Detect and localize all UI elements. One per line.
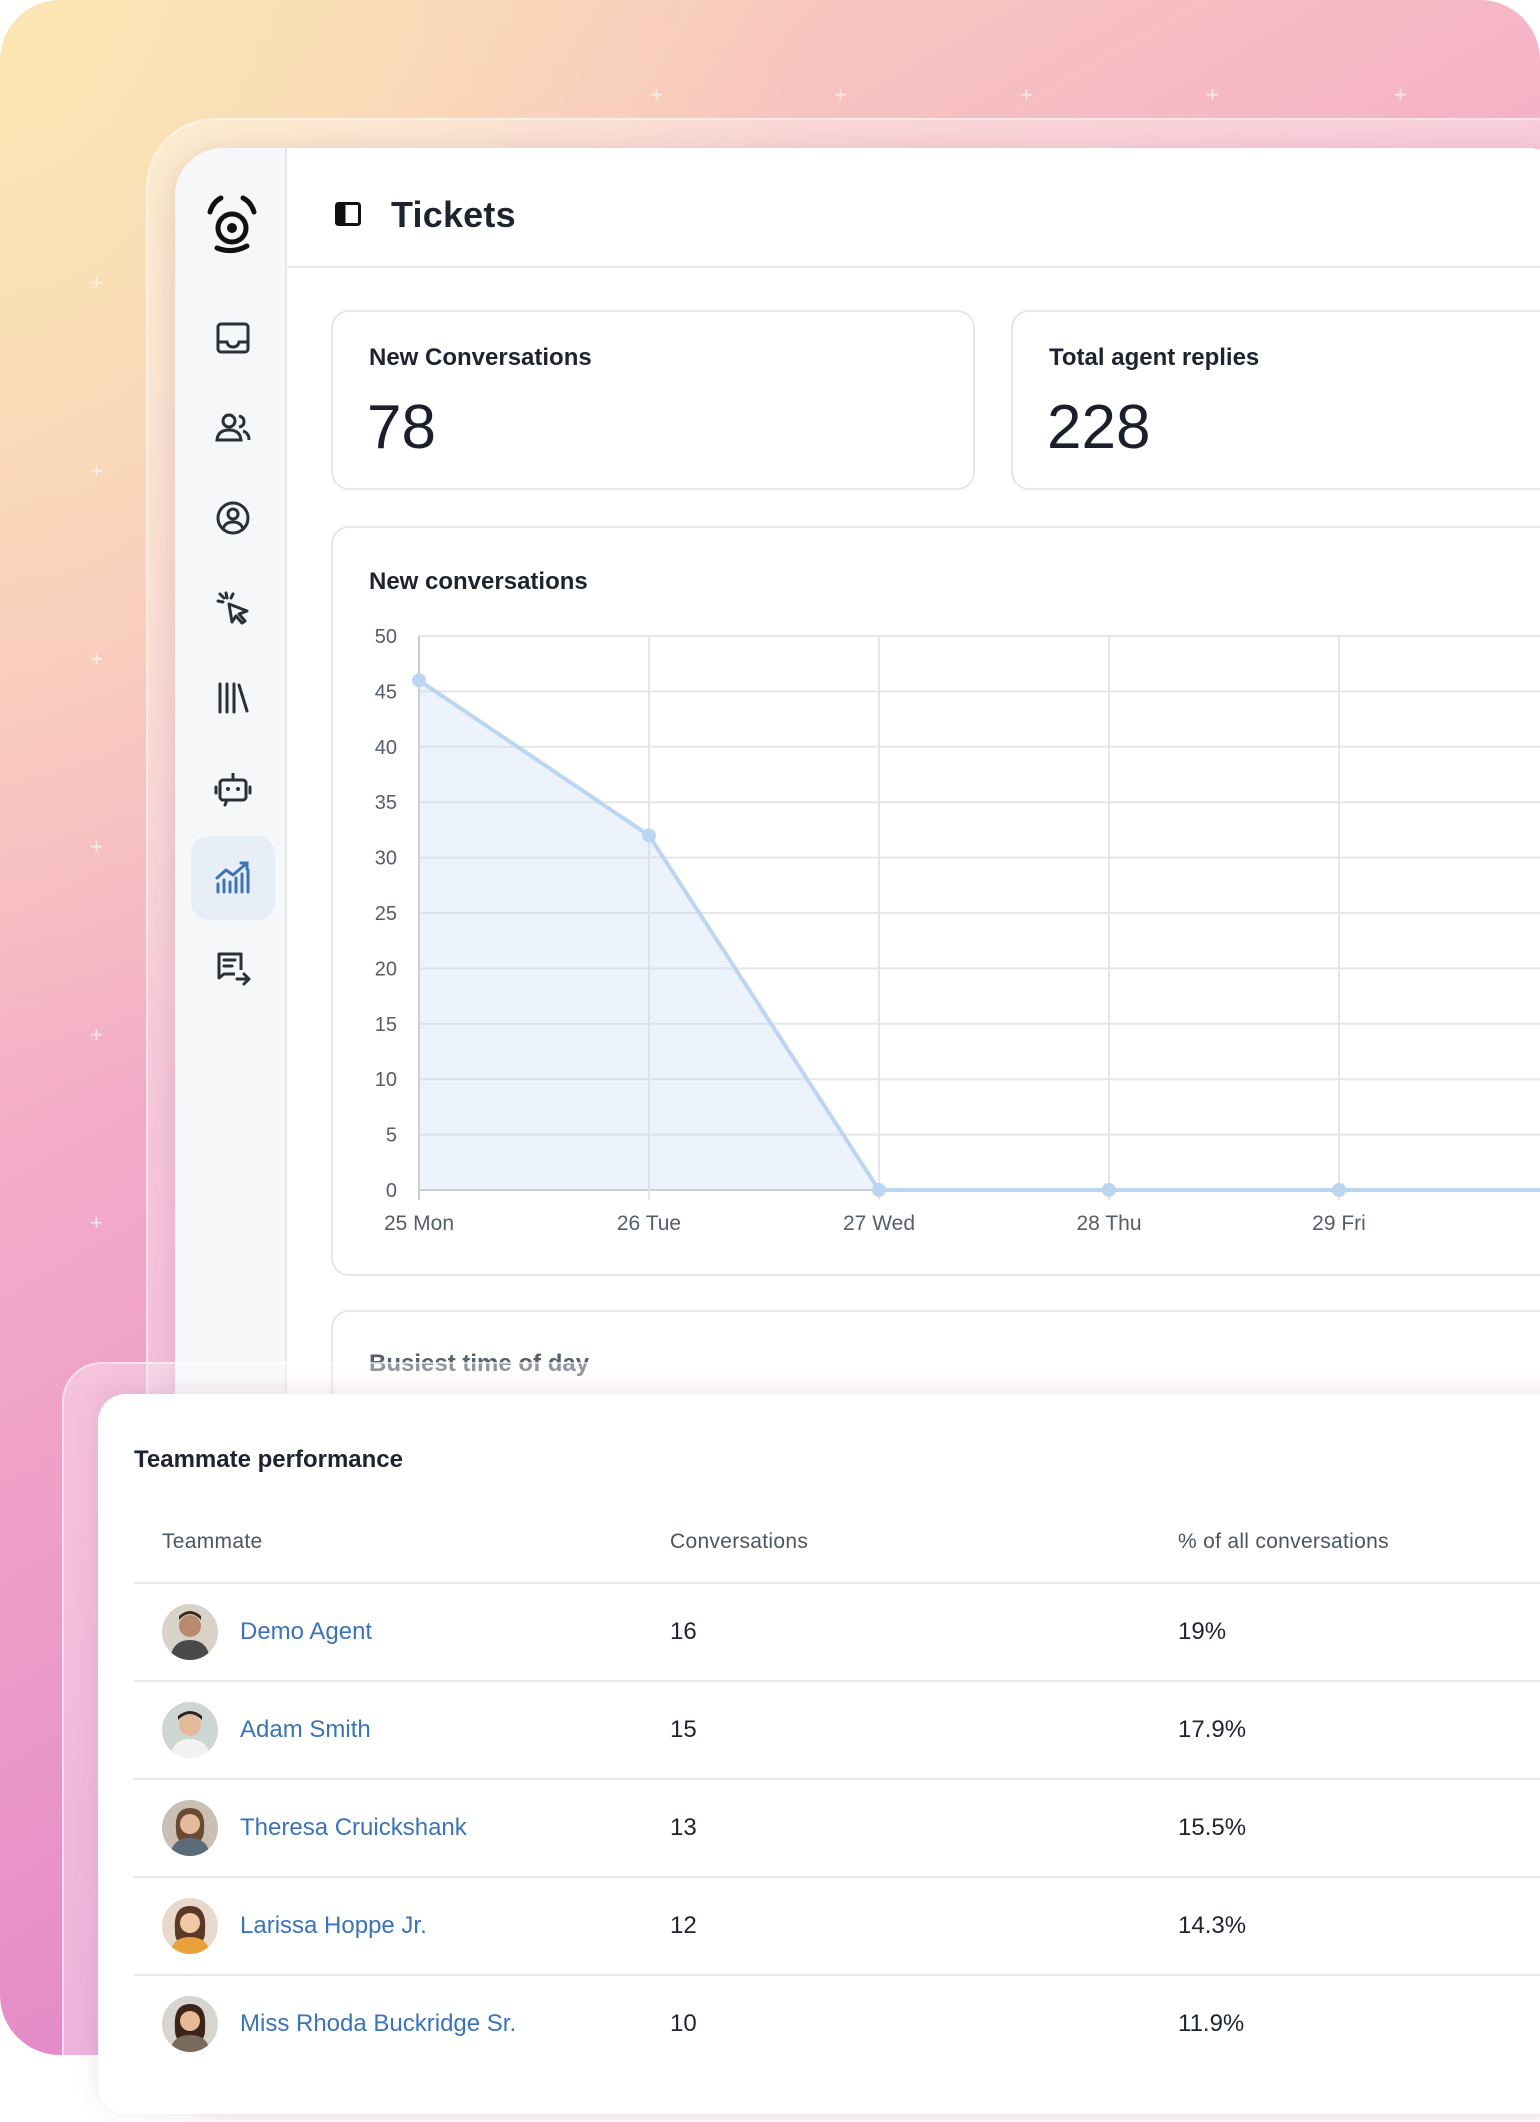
sparkle-icon: +	[90, 1210, 103, 1235]
y-tick-label: 35	[375, 792, 397, 814]
sparkle-icon: +	[1020, 82, 1033, 107]
avatar	[162, 1800, 218, 1856]
series-line	[417, 678, 1540, 1192]
conversation-count: 12	[670, 1912, 697, 1939]
metric-value: 228	[1047, 393, 1151, 462]
table-row: Larissa Hoppe Jr. 12 14.3%	[134, 1876, 1540, 1976]
y-tick-label: 0	[386, 1180, 397, 1202]
chart-card: New conversations 0 5 10 15 20 25 30 35 40 45 50 25…	[331, 526, 1540, 1276]
avatar	[162, 1604, 218, 1660]
table-row: Demo Agent 16 19%	[134, 1582, 1540, 1682]
line-chart: 0 5 10 15 20 25 30 35 40 45 50 25 Mon 26 Tue 27 Wed 28…	[375, 626, 1540, 1235]
y-tick-label: 20	[375, 958, 397, 980]
sidebar-item-analytics[interactable]	[191, 836, 275, 920]
teammate-name-link[interactable]: Larissa Hoppe Jr.	[240, 1912, 427, 1939]
x-tick-label: 25 Mon	[384, 1212, 454, 1235]
conversation-count: 13	[670, 1814, 697, 1841]
inbox-icon	[216, 322, 250, 354]
y-tick-label: 30	[375, 848, 397, 870]
metric-label: New Conversations	[369, 344, 592, 371]
table-row: Miss Rhoda Buckridge Sr. 10 11.9%	[134, 1974, 1540, 2074]
analytics-icon	[215, 861, 250, 894]
library-icon	[218, 682, 249, 714]
sidebar-toggle-icon[interactable]	[335, 202, 361, 226]
conversation-percent: 19%	[1178, 1618, 1227, 1645]
contacts-icon	[215, 413, 251, 442]
conversation-percent: 15.5%	[1178, 1814, 1247, 1841]
y-tick-label: 40	[375, 737, 397, 759]
sparkle-icon: +	[1394, 82, 1407, 107]
table-row: Theresa Cruickshank 13 15.5%	[134, 1778, 1540, 1878]
metric-card-agent-replies: Total agent replies 228	[1011, 310, 1540, 490]
conversation-percent: 14.3%	[1178, 1912, 1247, 1939]
series-area	[419, 680, 1540, 1190]
sidebar-item-profile[interactable]	[191, 476, 275, 560]
sparkle-icon: +	[834, 82, 847, 107]
sparkle-icon: +	[1206, 82, 1219, 107]
metric-value: 78	[367, 393, 436, 462]
sparkle-icon: +	[90, 1022, 103, 1047]
cursor-click-icon	[216, 591, 249, 625]
sparkle-icon: +	[90, 834, 103, 859]
column-header-percent: % of all conversations	[1178, 1530, 1389, 1553]
sparkle-icon: +	[90, 270, 103, 295]
teammate-name-link[interactable]: Adam Smith	[240, 1716, 371, 1743]
y-tick-label: 10	[375, 1069, 397, 1091]
sidebar-item-inbox[interactable]	[191, 296, 275, 380]
sidebar-item-bots[interactable]	[191, 746, 275, 830]
sparkle-icon: +	[90, 646, 103, 671]
teammate-name-link[interactable]: Demo Agent	[240, 1618, 373, 1645]
data-point	[642, 828, 656, 843]
page-title: Tickets	[391, 194, 516, 235]
y-tick-label: 5	[386, 1125, 397, 1147]
metric-label: Total agent replies	[1049, 344, 1260, 371]
data-point	[1102, 1183, 1116, 1197]
column-header-teammate: Teammate	[162, 1530, 263, 1553]
teammate-name-link[interactable]: Theresa Cruickshank	[240, 1814, 467, 1841]
reports-icon	[217, 952, 251, 986]
data-point	[1332, 1183, 1346, 1197]
y-tick-label: 15	[375, 1014, 397, 1036]
x-tick-label: 29 Fri	[1312, 1212, 1366, 1235]
top-bar: Tickets	[287, 148, 1540, 268]
conversation-count: 16	[670, 1618, 697, 1645]
avatar	[162, 1702, 218, 1758]
user-circle-icon	[216, 501, 250, 535]
sidebar-item-library[interactable]	[191, 656, 275, 740]
data-point	[412, 673, 426, 688]
avatar	[162, 1996, 218, 2052]
sparkle-icon: +	[650, 82, 663, 107]
y-tick-label: 45	[375, 681, 397, 703]
conversation-count: 15	[670, 1716, 697, 1743]
metric-card-new-conversations: New Conversations 78	[331, 310, 975, 490]
column-header-conversations: Conversations	[670, 1530, 809, 1553]
conversation-count: 10	[670, 2010, 697, 2037]
x-tick-label: 28 Thu	[1077, 1212, 1142, 1235]
y-tick-label: 50	[375, 626, 397, 648]
busiest-time-title: Busiest time of day	[369, 1350, 590, 1377]
sparkle-icon: +	[90, 458, 103, 483]
avatar	[162, 1898, 218, 1954]
table-row: Adam Smith 15 17.9%	[134, 1680, 1540, 1780]
data-point	[872, 1183, 886, 1197]
y-tick-label: 25	[375, 903, 397, 925]
teammate-performance-panel: Teammate performance Teammate Conversati…	[98, 1394, 1540, 2114]
bot-icon	[214, 773, 252, 807]
panel-title: Teammate performance	[134, 1446, 403, 1473]
x-tick-label: 27 Wed	[843, 1212, 915, 1235]
chart-title: New conversations	[369, 568, 588, 595]
conversation-percent: 11.9%	[1178, 2010, 1245, 2037]
teammate-name-link[interactable]: Miss Rhoda Buckridge Sr.	[240, 2010, 517, 2037]
sidebar-item-interactions[interactable]	[191, 566, 275, 650]
x-tick-label: 26 Tue	[617, 1212, 681, 1235]
app-logo-icon	[207, 195, 257, 254]
conversation-percent: 17.9%	[1178, 1716, 1247, 1743]
sidebar-item-contacts[interactable]	[191, 386, 275, 470]
sidebar-item-reports[interactable]	[191, 926, 275, 1010]
